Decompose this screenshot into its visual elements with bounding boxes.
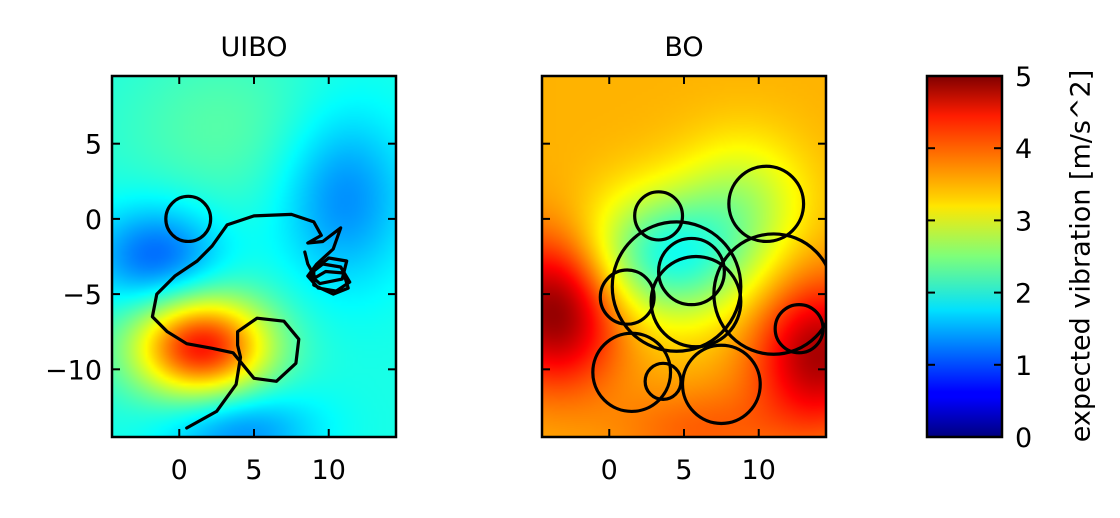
trajectory-loop (656, 236, 726, 307)
x-tick-label: 0 (171, 455, 188, 486)
x-tick-label: 0 (601, 455, 618, 486)
colorbar-tick-label: 3 (1015, 206, 1032, 237)
colorbar: 0 1 2 3 4 5 expected vibration [m/s^2] (925, 62, 1097, 454)
panel-uibo: UIBO 0 5 10 5 0 −5 −10 (45, 32, 398, 486)
trajectory-loop (773, 303, 825, 355)
x-tick-label: 5 (245, 455, 262, 486)
trajectory-path (150, 212, 352, 430)
colorbar-tick-label: 4 (1015, 134, 1032, 165)
colorbar-label: expected vibration [m/s^2] (1066, 70, 1097, 443)
axis-ticks-bo: 0 5 10 (542, 76, 826, 486)
colorbar-frame (925, 74, 1004, 439)
trajectory-loop (649, 254, 743, 349)
y-tick-label: 5 (85, 130, 102, 161)
colorbar-tick-label: 5 (1015, 62, 1032, 93)
y-tick-label: −5 (62, 280, 102, 311)
panel-title-bo: BO (664, 32, 703, 63)
y-tick-label: 0 (85, 205, 102, 236)
panel-title-uibo: UIBO (220, 32, 287, 63)
colorbar-tick-label: 0 (1015, 423, 1032, 454)
x-tick-label: 5 (675, 455, 692, 486)
x-tick-label: 10 (312, 455, 346, 486)
trajectory-loop (633, 190, 685, 242)
trajectory-loop (712, 232, 826, 356)
panel-bo: BO 0 5 10 (540, 32, 828, 486)
x-tick-label: 10 (742, 455, 776, 486)
y-tick-label: −10 (45, 355, 102, 386)
trajectory-loop (598, 268, 656, 326)
colorbar-tick-label: 2 (1015, 279, 1032, 310)
trajectory-loop (610, 220, 743, 353)
trajectory-bo (591, 164, 826, 426)
trajectory-loop (680, 343, 762, 426)
heatmap-uibo (112, 76, 396, 437)
axis-ticks-uibo: 0 5 10 5 0 −5 −10 (45, 76, 396, 486)
colorbar-ticks: 0 1 2 3 4 5 (927, 62, 1032, 454)
colorbar-gradient (927, 76, 1002, 437)
trajectory-uibo (150, 194, 352, 430)
trajectory-loop (164, 194, 213, 244)
trajectory-loop (727, 164, 806, 244)
colorbar-tick-label: 1 (1015, 351, 1032, 382)
